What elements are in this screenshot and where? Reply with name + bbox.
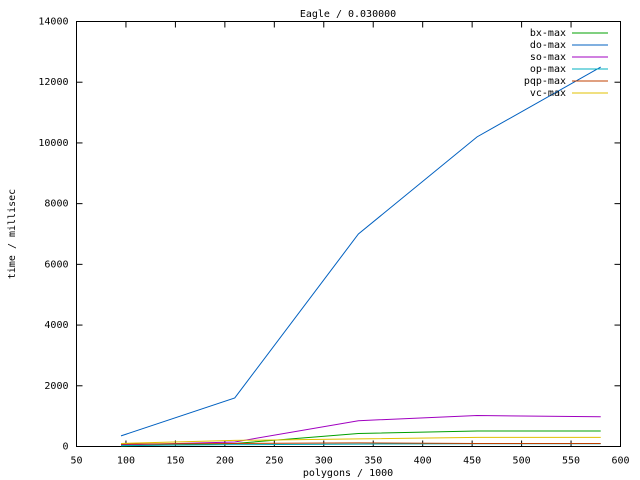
x-tick-label: 100 xyxy=(117,456,135,467)
y-tick-label: 6000 xyxy=(44,259,68,270)
legend-label: do-max xyxy=(530,40,566,51)
x-tick-label: 500 xyxy=(513,456,531,467)
series-line xyxy=(120,415,601,446)
legend-label: so-max xyxy=(530,52,566,63)
series-line xyxy=(120,436,601,444)
series-line xyxy=(120,66,601,437)
x-tick-label: 350 xyxy=(364,456,382,467)
y-tick-label: 0 xyxy=(62,442,68,453)
legend-label: op-max xyxy=(530,64,566,75)
y-tick-label: 8000 xyxy=(44,199,68,210)
legend-label: bx-max xyxy=(530,28,566,39)
x-tick-label: 250 xyxy=(265,456,283,467)
x-tick-label: 600 xyxy=(611,456,629,467)
y-axis-label: time / millisec xyxy=(7,189,18,279)
x-tick-label: 50 xyxy=(70,456,82,467)
chart-title: Eagle / 0.030000 xyxy=(300,9,396,20)
x-tick-label: 300 xyxy=(315,456,333,467)
x-tick-label: 200 xyxy=(216,456,234,467)
x-tick-label: 450 xyxy=(463,456,481,467)
y-tick-label: 14000 xyxy=(38,17,68,28)
y-tick-label: 10000 xyxy=(38,138,68,149)
legend-label: pqp-max xyxy=(524,76,566,87)
y-tick-label: 4000 xyxy=(44,320,68,331)
series-line xyxy=(121,442,601,445)
legend-label: vc-max xyxy=(530,88,566,99)
x-tick-label: 400 xyxy=(414,456,432,467)
x-tick-label: 550 xyxy=(562,456,580,467)
series-line xyxy=(120,430,601,447)
x-axis-label: polygons / 1000 xyxy=(303,468,393,479)
x-tick-label: 150 xyxy=(166,456,184,467)
y-tick-label: 2000 xyxy=(44,381,68,392)
y-tick-label: 12000 xyxy=(38,77,68,88)
plot-frame xyxy=(76,21,621,447)
